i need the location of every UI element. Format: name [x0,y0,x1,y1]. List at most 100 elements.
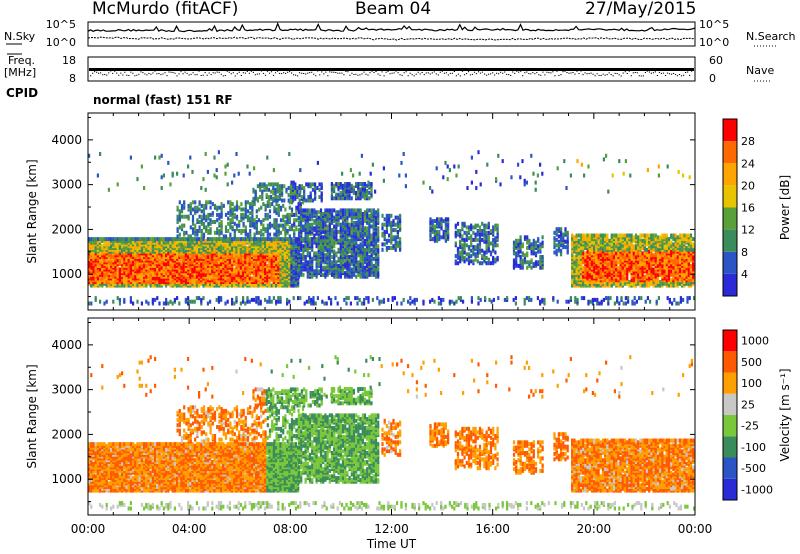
nsky-series-0 [87,21,696,33]
power-cell [512,258,516,263]
power-cell [396,224,399,229]
power-cell [359,182,362,186]
power-cell [385,213,388,218]
power-cell [317,269,320,274]
power-cell [220,230,223,235]
power-cell [394,222,397,227]
power-cell [200,214,203,219]
power-cell [463,246,466,251]
power-cell [472,237,475,242]
power-cell [555,252,558,257]
power-cell [557,246,560,251]
power-cell [436,235,439,240]
power-cell [368,190,371,195]
power-cell [178,225,181,230]
mode-label: normal (fast) 151 RF [93,93,233,107]
power-cell [147,237,150,242]
power-cell [298,193,301,198]
power-cell [270,182,273,187]
power-cell [211,220,214,224]
power-cell [515,242,518,247]
power-cell [220,202,223,207]
power-cell [220,211,223,216]
power-cell [348,222,351,227]
power-cell [288,205,291,210]
power-cell [297,220,301,225]
power-cell [209,212,212,217]
power-cell [268,221,272,226]
power-cell [242,229,245,233]
power-cell [357,244,360,249]
power-cell [330,272,334,277]
power-cell [204,267,207,272]
power-cell [322,272,325,277]
power-cell [363,269,367,274]
power-cell [330,237,334,242]
power-cell [454,259,457,264]
power-cell [176,237,179,242]
power-cell [523,253,527,258]
power-cell [322,235,325,240]
power-cell [215,237,218,242]
power-cell [476,250,479,255]
power-cell [182,237,185,242]
power-cell [294,274,297,279]
power-cell [92,251,95,256]
power-cell [344,237,347,242]
power-cell [275,237,278,242]
power-cell [299,205,302,210]
power-cell [350,267,353,272]
power-cell [394,235,397,240]
power-cell [519,238,522,243]
freq-label: Freq. [8,54,36,67]
power-cell [431,237,434,242]
power-cell [193,237,196,242]
power-cell [286,229,289,233]
power-cell [534,240,538,245]
power-cell [160,269,163,274]
power-cell [256,196,259,201]
power-cell [265,193,268,198]
power-cell [202,237,205,242]
power-cell [487,237,490,242]
power-cell [465,230,468,235]
power-cell [370,260,373,265]
power-cell [582,258,585,263]
power-cell [302,256,305,261]
power-cell [377,247,380,252]
power-cell [350,258,353,263]
power-cell [220,223,223,228]
power-cell [447,229,450,234]
date-title: 27/May/2015 [585,0,697,19]
power-cell [229,232,232,237]
power-cell [180,203,184,208]
power-cell [341,260,345,265]
power-cell [326,269,329,274]
power-cell [261,237,264,242]
power-cell [107,253,110,258]
power-cell [125,262,128,267]
power-cell [483,223,486,228]
power-cell [158,276,161,281]
power-cell [370,237,373,242]
power-cell [472,225,475,230]
nsky-tick-top: 10^5 [46,18,76,31]
power-cell [328,219,331,224]
power-cell [274,182,277,187]
power-cell [295,225,298,230]
power-cell [317,210,320,215]
power-cell [278,184,281,189]
power-cell [308,255,312,259]
power-cell [211,211,214,216]
power-cell [532,247,535,252]
power-cell [112,272,115,277]
power-cell [237,271,240,276]
power-cell [92,237,95,242]
power-cell [196,209,199,214]
power-cell [244,229,247,233]
power-cell [339,238,342,243]
power-cell [465,252,468,257]
power-cell [363,256,367,261]
power-cell [512,251,516,256]
